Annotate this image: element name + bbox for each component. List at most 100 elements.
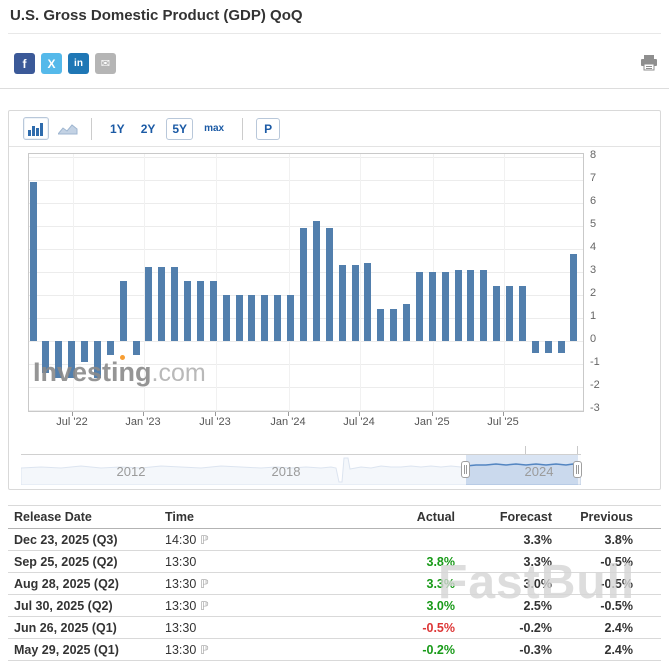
gdp-bar (93, 341, 101, 378)
gdp-bar (248, 295, 256, 341)
release-date-cell: Jun 26, 2025 (Q1) (14, 620, 117, 635)
y-axis: 8 7 6 5 4 3 2 1 0 -1 -2 -3 (590, 149, 612, 414)
gdp-bar (506, 285, 514, 341)
actual-cell: -0.5% (422, 620, 455, 635)
col-time: Time (165, 510, 194, 524)
gdp-bar (467, 269, 475, 341)
x-tick-label: Jul '24 (343, 416, 375, 428)
gridline-x (144, 154, 145, 411)
gdp-bar (544, 341, 552, 353)
facebook-share-button[interactable]: f (14, 53, 35, 74)
gdp-bar (29, 182, 37, 341)
gdp-bar (403, 304, 411, 341)
gdp-bar (493, 285, 501, 341)
release-date-cell: Jul 30, 2025 (Q2) (14, 598, 113, 613)
preliminary-icon: ℙ (200, 532, 209, 547)
y-tick-label: 8 (590, 149, 597, 161)
watermark-orange-dot (120, 355, 125, 360)
gdp-bar (351, 265, 359, 341)
gdp-bar (441, 272, 449, 341)
x-tick-label: Jan '24 (270, 416, 306, 428)
linkedin-share-button[interactable]: in (68, 53, 89, 74)
navigator-year-label: 2012 (116, 464, 146, 479)
previous-cell: 3.8% (604, 532, 634, 547)
watermark-text: Investing (33, 357, 152, 387)
print-button[interactable] (640, 54, 658, 72)
gdp-bar (55, 341, 63, 378)
navigator-right-handle[interactable] (573, 461, 582, 478)
table-row: Aug 28, 2025 (Q2) 13:30 ℙ 3.3% 3.0% -0.5% (8, 573, 661, 595)
gridline-x (360, 154, 361, 411)
release-date-cell: May 29, 2025 (Q1) (14, 642, 119, 657)
gdp-bar (299, 228, 307, 341)
gdp-bar (261, 295, 269, 341)
gdp-bar (338, 265, 346, 341)
release-table: Release Date Time Actual Forecast Previo… (8, 505, 661, 661)
navigator-selection[interactable] (466, 455, 578, 485)
preliminary-icon: ℙ (200, 642, 209, 657)
time-cell: 13:30 (165, 620, 197, 635)
gridline-y (29, 364, 583, 365)
x-tick-mark (143, 412, 145, 416)
x-twitter-icon: X (47, 56, 56, 71)
x-tick-mark (214, 412, 216, 416)
time-cell: 13:30 ℙ (165, 642, 209, 657)
range-max-button[interactable]: max (204, 123, 225, 134)
table-row: Dec 23, 2025 (Q3) 14:30 ℙ 3.3% 3.8% (8, 529, 661, 551)
range-1y-button[interactable]: 1Y (110, 121, 125, 136)
gdp-bar (68, 341, 76, 378)
forecast-cell: 3.3% (523, 532, 553, 547)
gridline-y (29, 226, 583, 227)
forecast-cell: -0.2% (519, 620, 552, 635)
twitter-share-button[interactable]: X (41, 53, 62, 74)
gridline-y (29, 387, 583, 388)
table-row: Jul 30, 2025 (Q2) 13:30 ℙ 3.0% 2.5% -0.5% (8, 595, 661, 617)
y-tick-label: 6 (590, 195, 597, 207)
y-tick-label: -3 (590, 402, 600, 414)
y-tick-label: 7 (590, 172, 597, 184)
col-forecast: Forecast (499, 510, 552, 524)
preliminary-icon: ℙ (200, 598, 209, 613)
actual-cell: 3.8% (426, 554, 456, 569)
forecast-cell: -0.3% (519, 642, 552, 657)
time-cell: 14:30 ℙ (165, 532, 209, 547)
actual-cell: -0.2% (422, 642, 455, 657)
x-axis: Jul '22 Jan '23 Jul '23 Jan '24 Jul '24 Jan '… (28, 416, 584, 430)
gdp-bar (184, 281, 192, 341)
previous-cell: -0.5% (600, 554, 633, 569)
divider (0, 88, 669, 89)
actual-cell: 3.0% (426, 598, 456, 613)
gdp-bar (531, 341, 539, 353)
gdp-bar (415, 272, 423, 341)
investing-watermark: Investing.com (33, 355, 206, 388)
forecast-cell: 3.0% (523, 576, 553, 591)
range-2y-button[interactable]: 2Y (140, 121, 156, 136)
navigator-tick (577, 446, 578, 454)
release-date-cell: Sep 25, 2025 (Q2) (14, 554, 118, 569)
gdp-bar (274, 295, 282, 341)
x-tick-label: Jul '25 (487, 416, 519, 428)
watermark-suffix: .com (151, 359, 206, 387)
email-share-button[interactable]: ✉ (95, 53, 116, 74)
bar-chart-type-button[interactable] (23, 117, 49, 140)
time-cell: 13:30 ℙ (165, 598, 209, 613)
gdp-bar (518, 285, 526, 341)
gdp-bar (119, 281, 127, 341)
chart-toolbar: 1Y 2Y 5Y max P (9, 111, 660, 147)
toolbar-separator (242, 117, 244, 140)
gdp-bar (235, 295, 243, 341)
gdp-bar (428, 272, 436, 341)
gdp-bar (106, 341, 114, 355)
previous-cell: -0.5% (600, 576, 633, 591)
area-chart-icon (58, 124, 78, 135)
area-chart-type-button[interactable] (55, 117, 81, 140)
col-previous: Previous (580, 510, 633, 524)
navigator-left-handle[interactable] (461, 461, 470, 478)
previous-cell: 2.4% (604, 642, 634, 657)
range-5y-button[interactable]: 5Y (166, 117, 194, 140)
y-tick-label: 5 (590, 218, 597, 230)
preliminary-toggle-button[interactable]: P (256, 117, 281, 140)
x-tick-label: Jul '23 (199, 416, 231, 428)
gdp-bar (81, 341, 89, 362)
